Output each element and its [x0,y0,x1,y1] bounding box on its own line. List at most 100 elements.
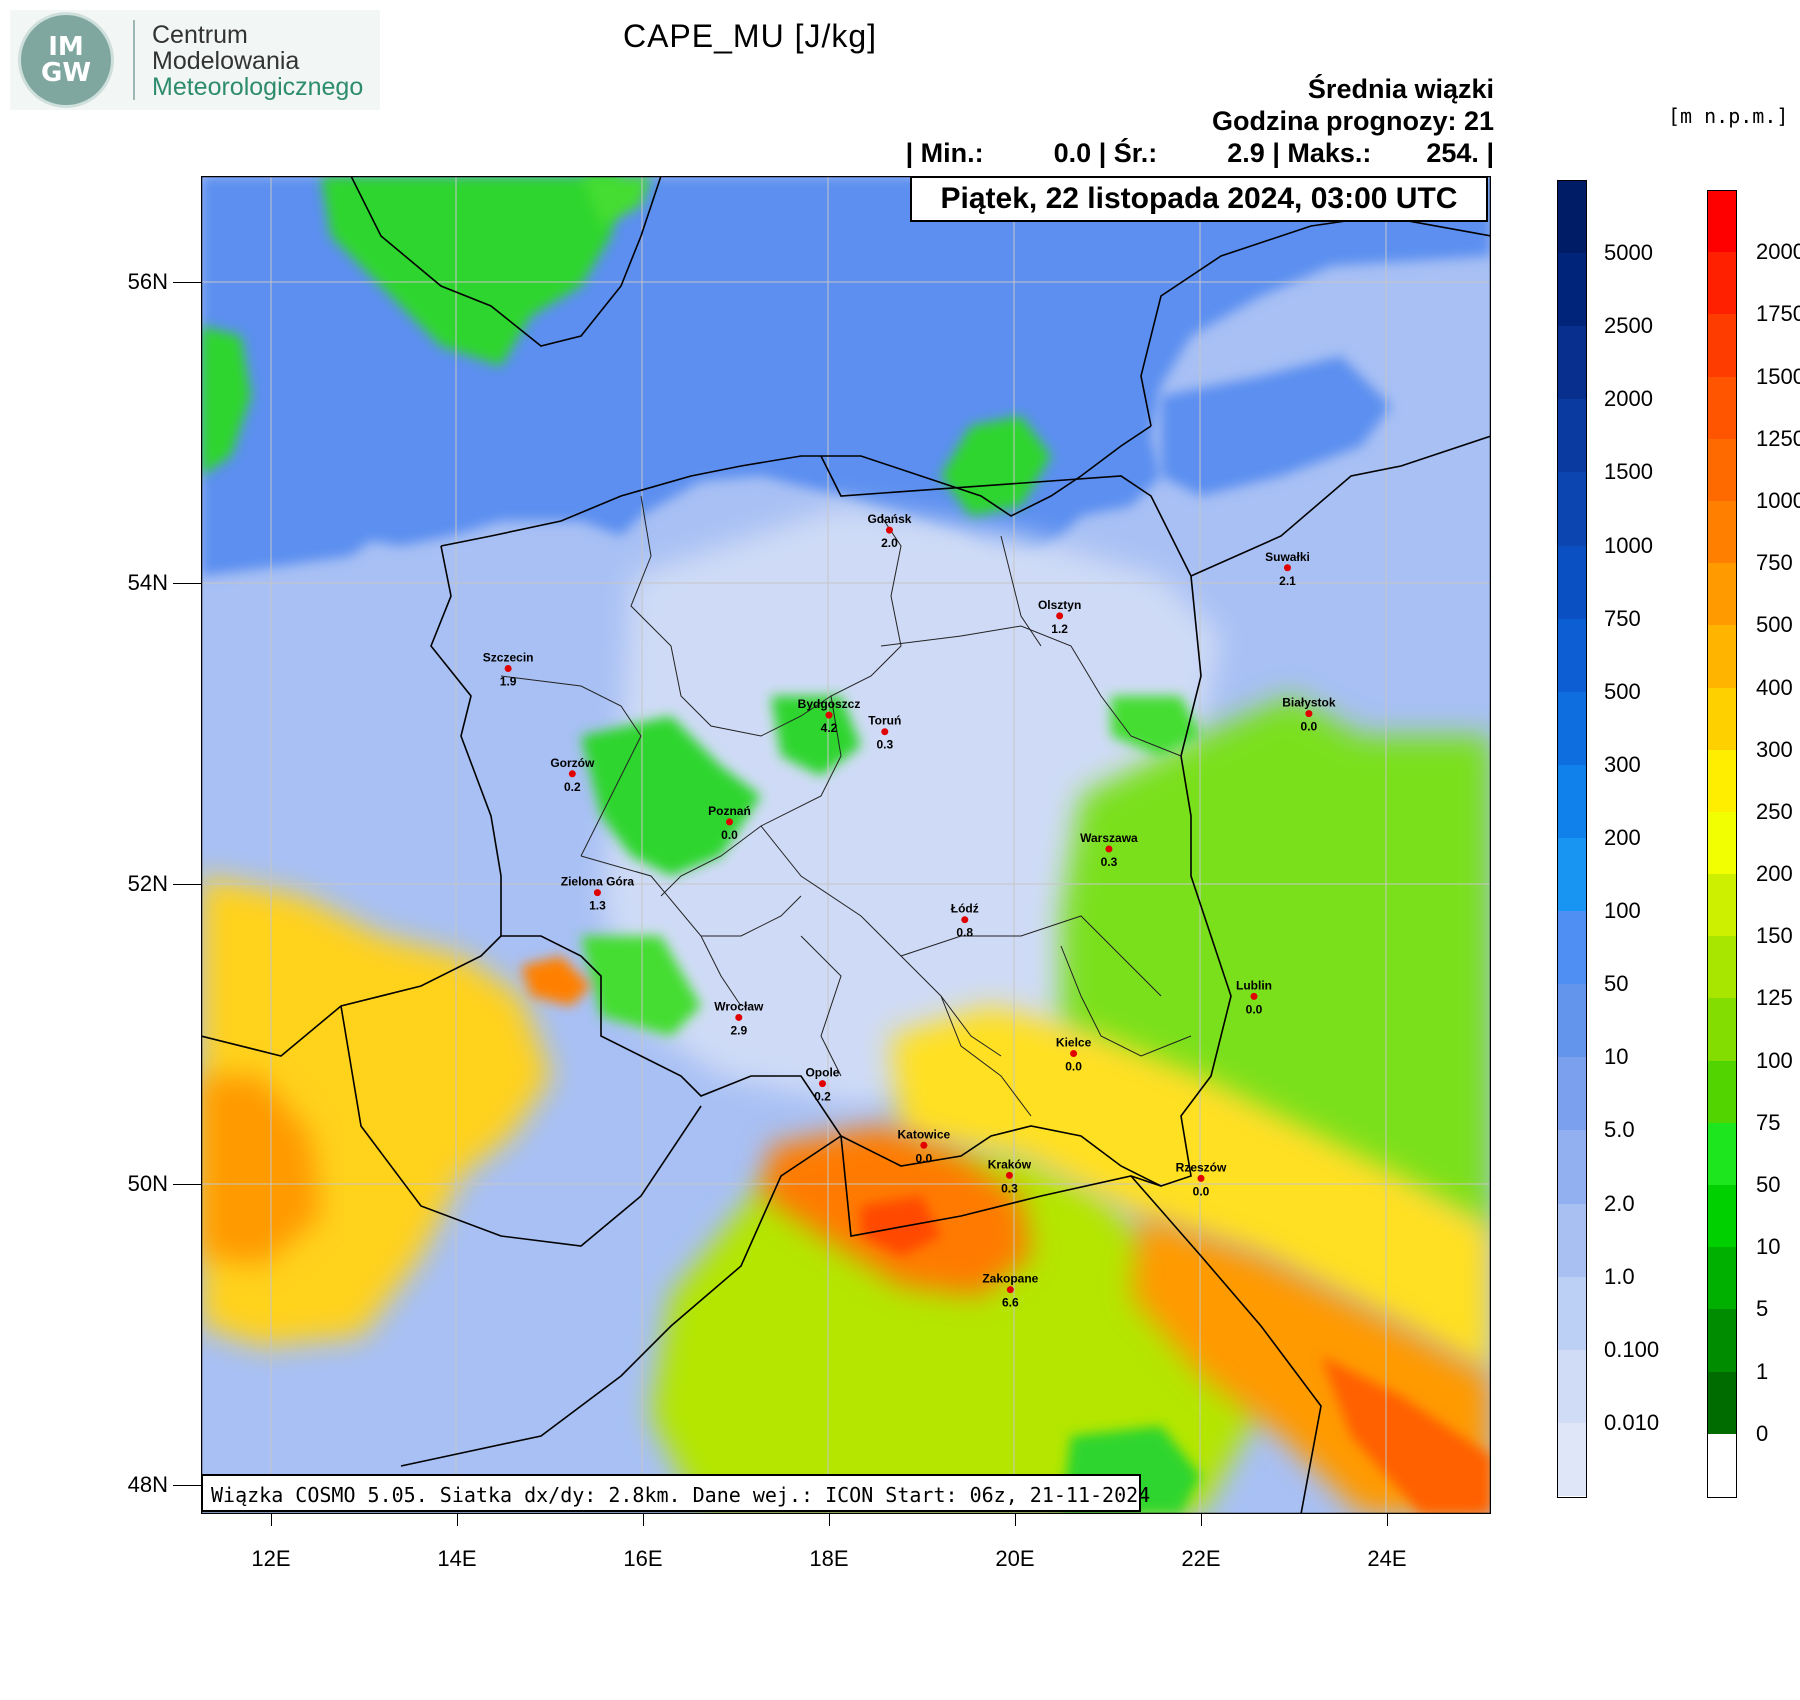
city-value: 1.2 [1051,622,1068,636]
lon-tick [457,1514,458,1526]
city-marker: Szczecin 1.9 [483,651,534,689]
colorbar-swatch [1708,500,1736,564]
colorbar-swatch [1708,936,1736,999]
colorbar-label: 50 [1756,1172,1781,1198]
city-dot [568,770,576,778]
colorbar-label: 200 [1756,861,1793,887]
lon-tick [271,1514,272,1526]
city-marker: Łódź 0.8 [951,902,979,940]
lat-tick [173,1485,201,1487]
yellow-southeast [891,1006,1491,1376]
city-dot [1070,1050,1078,1058]
colorbar-label: 300 [1756,736,1793,762]
colorbar-label: 400 [1756,674,1793,700]
map-title: CAPE_MU [J/kg] [622,18,878,54]
colorbar-swatch [1708,1185,1736,1248]
stats-avg-value: 2.9 [1227,138,1265,168]
city-value: 2.9 [730,1023,747,1037]
colorbar-swatch [1558,838,1586,912]
city-marker: Rzeszów 0.0 [1176,1160,1227,1198]
green-north-sweden-2 [581,176,651,226]
city-name: Bydgoszcz [798,697,861,711]
colorbar-frame [1557,180,1587,1498]
colorbar-swatch [1558,1349,1586,1424]
colorbar-swatch [1708,438,1736,502]
city-dot [881,728,889,736]
colorbar-label: 750 [1604,605,1641,631]
city-name: Suwałki [1265,550,1310,564]
city-value: 0.0 [1246,1002,1263,1016]
colorbar-swatch [1708,1309,1736,1373]
colorbar-label: 1500 [1756,363,1800,389]
city-marker: Katowice 0.0 [898,1127,951,1165]
green-east [1061,696,1491,1236]
border-east [1190,435,1491,577]
colorbar-label: 1000 [1756,487,1800,513]
city-dot [1197,1174,1205,1182]
city-name: Katowice [898,1127,951,1141]
city-name: Opole [805,1066,839,1080]
city-marker: Poznań 0.0 [708,804,751,842]
colorbar-swatch [1708,252,1736,315]
city-value: 0.2 [564,780,581,794]
lon-label: 22E [1181,1546,1221,1571]
colorbar-swatch [1708,811,1736,875]
city-marker: Lublin 0.0 [1236,978,1272,1016]
colorbar-swatch [1558,326,1586,400]
city-value: 4.2 [821,721,838,735]
colorbar-label: 10 [1604,1044,1629,1070]
city-marker: Zakopane 6.6 [982,1272,1038,1310]
colorbar-label: 750 [1756,550,1793,576]
green-torun [771,696,861,776]
colorbar-label: 0 [1756,1420,1769,1446]
city-dot [1005,1171,1013,1179]
colorbar-label: 10 [1756,1234,1781,1260]
city-dot [885,526,893,534]
city-marker: Białystok 0.0 [1282,696,1336,734]
border-poland [430,455,1232,1187]
border-slovakia [840,1135,1162,1237]
colorbar-label: 1.0 [1604,1263,1635,1289]
colorbar-label: 50 [1604,971,1629,997]
city-name: Toruń [868,714,901,728]
green-poznan [581,716,761,876]
colorbar-label: 75 [1756,1109,1781,1135]
lat-label: 48N [127,1472,168,1498]
colorbar-swatch [1558,180,1586,254]
city-dot [725,818,733,826]
colorbar-swatch [1708,749,1736,813]
city-markers: Gdańsk 2.0 Suwałki 2.1 Olsztyn 1.2 Szczecin 1.9… [483,512,1336,1310]
colorbar-swatch [1558,1203,1586,1278]
green-bialystok [1111,696,1201,756]
colorbar-swatch [1708,314,1736,378]
city-dot [735,1013,743,1021]
lon-label: 18E [809,1546,849,1571]
city-marker: Gdańsk 2.0 [867,512,911,550]
colorbar-label: 150 [1756,923,1793,949]
city-name: Łódź [951,902,979,916]
green-wroclaw [581,936,701,1036]
stats-max-value: 254. [1426,138,1479,168]
colorbar-swatch [1708,687,1736,751]
lon-tick [1387,1514,1388,1526]
city-name: Gdańsk [867,512,911,526]
colorbar-swatch [1708,1247,1736,1310]
colorbar-swatch [1558,472,1586,547]
colorbar-label: 100 [1604,898,1641,924]
lat-label: 52N [127,870,168,896]
lon-label: 14E [437,1546,477,1571]
valid-time-box: Piątek, 22 listopada 2024, 03:00 UTC [910,176,1488,222]
city-name: Zielona Góra [561,875,635,889]
colorbar-label: 1500 [1604,459,1653,485]
colorbar-label: 500 [1604,678,1641,704]
city-value: 2.1 [1279,574,1296,588]
colorbar-unit: [m n.p.m.] [1668,104,1789,128]
lon-tick [829,1514,830,1526]
colorbar-label: 5.0 [1604,1117,1635,1143]
green-south [651,1156,1261,1514]
colorbar-label: 100 [1756,1047,1793,1073]
colorbar-swatch [1708,1122,1736,1186]
colorbar-label: 2000 [1756,239,1800,265]
lon-label: 12E [251,1546,291,1571]
city-value: 0.0 [1065,1060,1082,1074]
